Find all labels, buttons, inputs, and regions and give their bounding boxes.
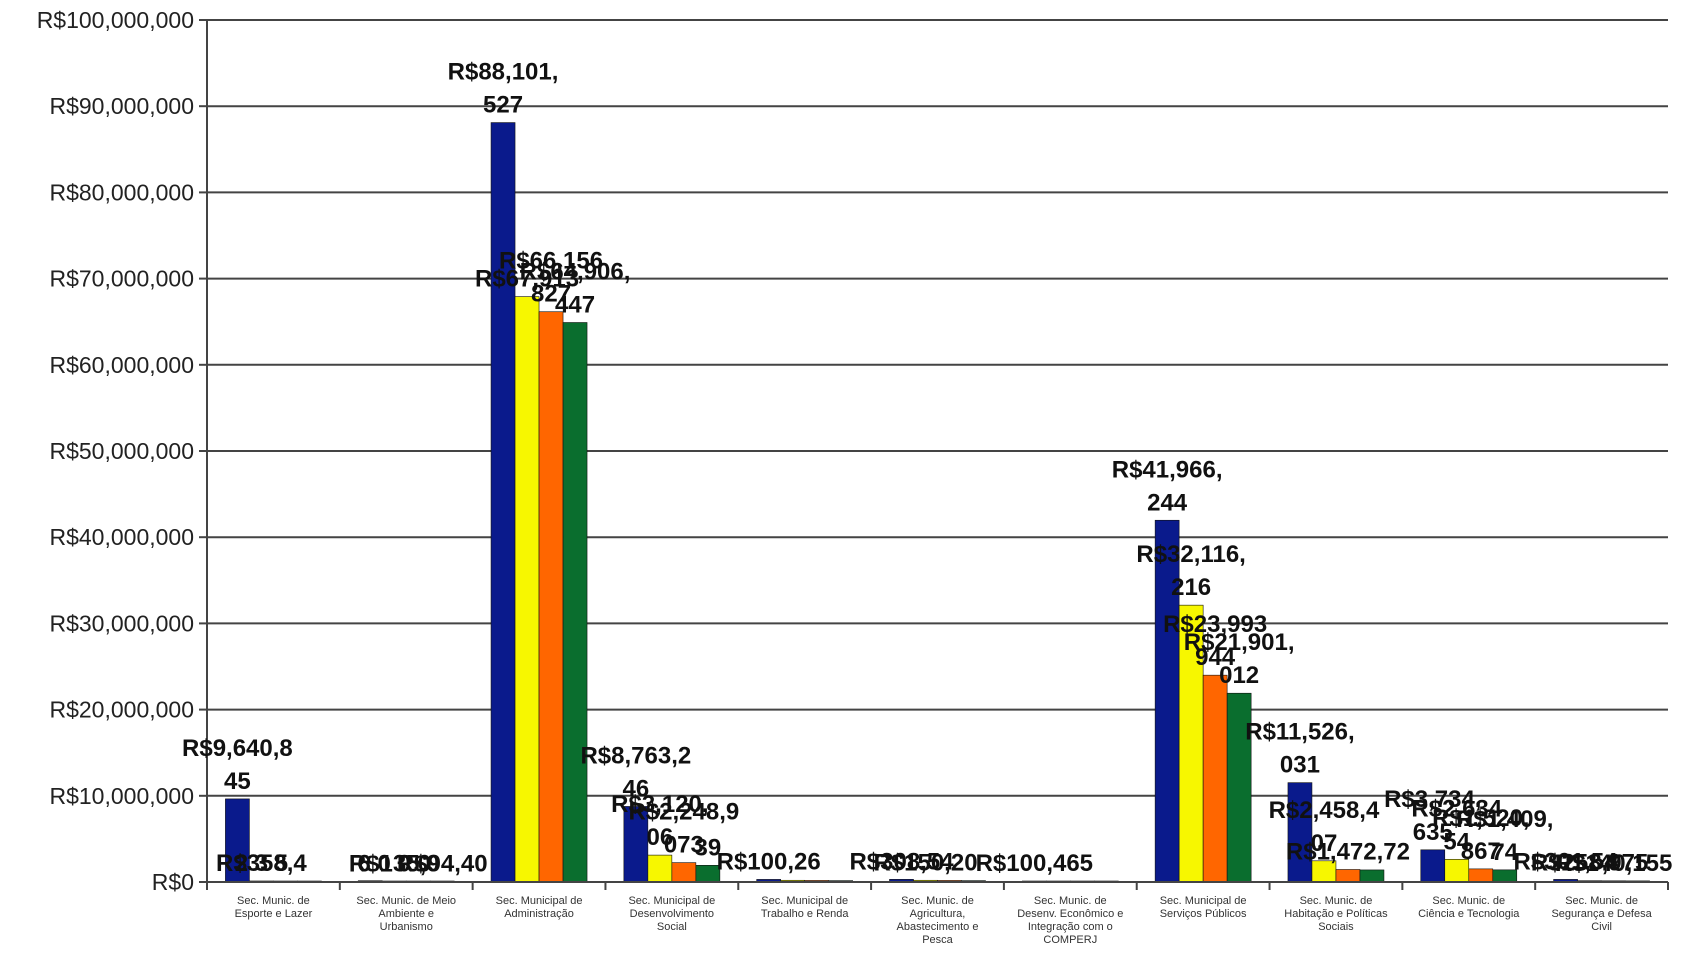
y-axis-tick-labels: R$0 R$10,000,000 R$20,000,000 R$30,000,000 R… [37,7,194,895]
data-label: R$2,458,4 07 [1269,797,1380,857]
data-label: R$3,120, 06 [611,791,708,851]
x-tick-label: Sec. Municipal de Serviços Públicos [1160,895,1247,920]
data-label: R$88,101, 527 [448,59,559,119]
gridlines [199,19,1668,883]
bar [538,311,564,883]
data-label: R$100,465 [976,850,1093,877]
x-tick-label: Sec. Munic. de Segurança e Defesa Civil [1551,895,1652,933]
x-tick-label: Sec. Municipal de Trabalho e Renda [761,895,850,920]
x-tick-label: Sec. Munic. de Meio Ambiente e Urbanismo [356,895,456,933]
data-label: 6 0 0 0 [358,851,431,878]
y-tick-label: R$90,000,000 [49,93,194,119]
bar [647,854,673,883]
bar [490,122,516,883]
x-tick-label: Sec. Munic. de Desenv. Econômico e Integra… [1017,895,1123,946]
x-tick-label: Sec. Munic. de Ciência e Tecnologia [1418,895,1520,920]
data-label: R$66,156 827 [499,248,603,308]
data-label: R$100,26 [717,848,821,875]
bar [671,862,697,883]
data-label: 2 3 5 [235,850,288,877]
data-label: R$2,634 54 [1411,795,1502,855]
data-label: R$41,966, 244 [1112,456,1223,516]
bar [1468,868,1494,883]
data-label: R$150,20 [873,849,977,876]
data-label: 39 [695,834,722,861]
data-label: R$21,901, 012 [1184,629,1295,689]
bar [562,322,588,883]
data-label: R$67,913 [475,266,579,293]
data-label: R$301,54 [1514,848,1619,875]
data-label: R$258,975 [1531,850,1648,877]
data-label: R$1,520, 867 [1432,805,1529,865]
axes [206,20,1669,890]
data-label: R$2,248,9 073 [628,799,739,859]
y-tick-label: R$70,000,000 [49,266,194,292]
category-labels: Sec. Munic. de Esporte e Lazer Sec. Munic.… [235,895,1653,946]
bars [225,122,1650,883]
y-tick-label: R$10,000,000 [49,783,194,809]
bar [1359,869,1385,883]
data-label: R$64,906, 447 [520,259,631,319]
bar [514,296,540,883]
bar [623,806,649,883]
y-tick-label: R$50,000,000 [49,438,194,464]
data-label: R$11,526, 031 [1245,719,1354,779]
x-tick-label: Sec. Munic. de Habitação e Políticas Socia… [1284,895,1388,933]
y-tick-label: R$80,000,000 [49,179,194,205]
y-tick-label: R$100,000,000 [37,7,194,33]
data-label: R$1,409, 74 [1456,806,1553,866]
bar [1420,849,1446,883]
y-tick-label: R$20,000,000 [49,697,194,723]
x-tick-label: Sec. Munic. de Agricultura, Abastecimento … [897,895,979,946]
x-tick-label: Sec. Munic. de Esporte e Lazer [235,895,313,920]
bar [1335,869,1361,883]
data-label: R$308,54 [849,848,954,875]
data-label: R$140,155 [1555,850,1672,877]
data-label: R$9,640,8 45 [182,735,293,795]
bar [1202,674,1228,883]
y-tick-label: R$30,000,000 [49,610,194,636]
data-label: R$32,116, 216 [1136,541,1245,601]
data-label: R$8,763,2 46 [580,742,691,802]
data-label: R$94,40 [397,851,488,878]
y-tick-label: R$0 [152,869,194,895]
y-tick-label: R$40,000,000 [49,524,194,550]
data-label: R$1,472,72 [1286,839,1410,866]
data-label: R$135,0 [349,851,440,878]
y-tick-label: R$60,000,000 [49,352,194,378]
x-tick-label: Sec. Municipal de Administração [496,895,583,920]
data-label: R$3,734, 635 [1384,786,1481,846]
bar [1226,692,1252,883]
data-label: R$358,4 [216,850,307,877]
x-tick-label: Sec. Municipal de Desenvolvimento Social [628,895,715,933]
data-label: R$23,993 944 [1163,611,1267,671]
